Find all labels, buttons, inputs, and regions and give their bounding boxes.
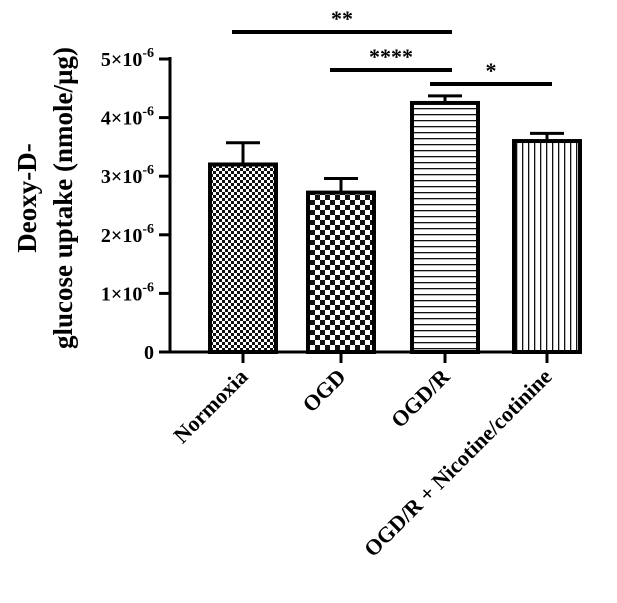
y-axis: 0 1×10-6 2×10-6 3×10-6 4×10-6 5×10-6 xyxy=(101,46,172,364)
bar xyxy=(208,162,278,354)
y-axis-title-line-1: Deoxy-D- xyxy=(12,143,42,252)
bar xyxy=(512,139,582,354)
x-tick-label: OGD/R + Nicotine/cotinine xyxy=(359,364,557,562)
bar xyxy=(306,190,376,354)
y-tick-label: 2×10-6 xyxy=(101,222,154,247)
y-tick-label: 0 xyxy=(144,342,154,364)
y-axis-title-line-2: glucose uptake (nmole/µg) xyxy=(48,47,78,349)
x-tick-label: Normoxia xyxy=(168,364,252,448)
significance-brackets: ******* xyxy=(232,6,552,86)
significance-label: **** xyxy=(369,44,413,69)
y-tick-label: 4×10-6 xyxy=(101,105,154,130)
x-tick-label: OGD xyxy=(297,364,350,417)
y-tick-label: 1×10-6 xyxy=(101,280,154,305)
y-tick-label: 5×10-6 xyxy=(101,46,154,71)
bar xyxy=(410,100,480,354)
error-bars xyxy=(226,94,564,193)
significance-label: * xyxy=(486,58,497,83)
bars xyxy=(208,100,582,354)
y-axis-title: Deoxy-D- glucose uptake (nmole/µg) xyxy=(12,47,78,349)
y-tick-label: 3×10-6 xyxy=(101,163,154,188)
x-tick-label: OGD/R xyxy=(386,363,455,432)
significance-label: ** xyxy=(331,6,353,31)
